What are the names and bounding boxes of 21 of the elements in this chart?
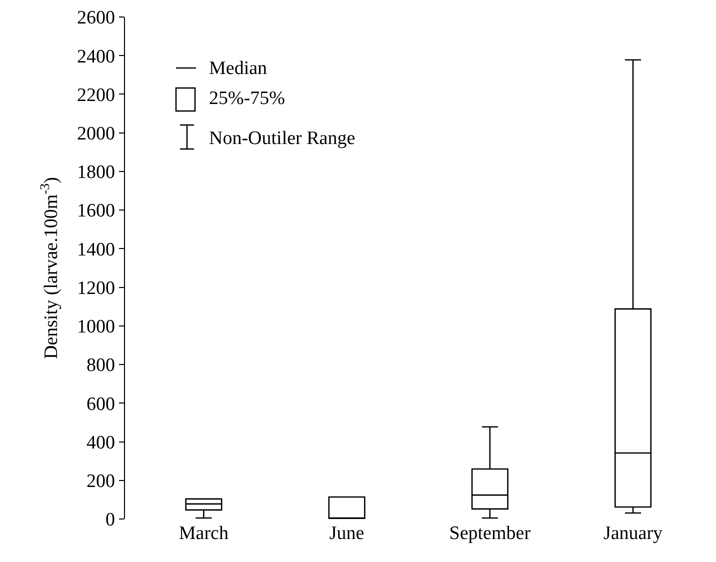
y-tick-label: 2400: [77, 46, 116, 68]
x-tick-label: March: [178, 523, 229, 544]
y-tick-label: 2000: [77, 124, 116, 144]
annotation: 25%-75%: [209, 88, 286, 109]
y-tick-label: 200: [86, 471, 116, 492]
y-tick-label: 800: [86, 355, 116, 376]
x-tick-label: January: [603, 523, 664, 544]
annotation: Median: [209, 58, 268, 79]
x-tick-label: June: [329, 523, 364, 544]
y-tick-label: 1800: [77, 162, 116, 184]
y-tick-label: 600: [86, 394, 116, 415]
y-tick-label: 1000: [77, 316, 116, 338]
y-tick-label: 1600: [77, 200, 116, 222]
y-tick-label: 2200: [77, 84, 116, 106]
annotation: Non-Outiler Range: [209, 128, 356, 149]
x-tick-label: September: [449, 523, 532, 544]
y-tick-label: 1400: [77, 239, 116, 260]
y-tick-label: 0: [106, 510, 116, 531]
y-tick-label: 1200: [77, 278, 116, 299]
y-tick-label: 2600: [77, 8, 116, 29]
y-tick-label: 400: [86, 432, 116, 454]
